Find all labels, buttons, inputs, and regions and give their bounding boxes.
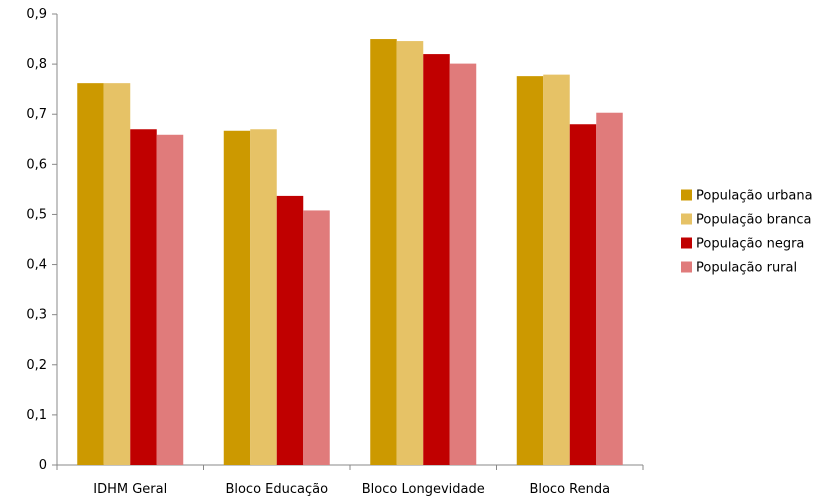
- x-axis: IDHM Geral Bloco Educação Bloco Longevidad…: [56, 464, 644, 497]
- y-tick-label: 0,3: [26, 308, 47, 323]
- y-tick-label: 0,1: [26, 408, 47, 423]
- legend-label: População rural: [696, 261, 797, 276]
- x-category-label: Bloco Renda: [529, 482, 610, 497]
- y-tick-label: 0,8: [26, 57, 47, 72]
- legend-swatch: [681, 189, 692, 201]
- y-tick-label: 0,2: [26, 358, 47, 373]
- y-tick-label: 0,5: [26, 207, 47, 222]
- legend: População urbana População branca Populaçã…: [681, 189, 813, 276]
- bar: [569, 124, 597, 465]
- legend-label: População urbana: [696, 189, 813, 204]
- y-tick-label: 0,7: [26, 107, 47, 122]
- y-tick-label: 0: [39, 458, 47, 473]
- legend-swatch: [681, 237, 692, 249]
- bar: [449, 63, 477, 466]
- legend-swatch: [681, 213, 692, 225]
- legend-label: População branca: [696, 213, 812, 228]
- x-category-label: IDHM Geral: [93, 482, 167, 497]
- y-tick-label: 0,4: [26, 258, 47, 273]
- bar: [396, 41, 424, 466]
- bar: [370, 39, 397, 466]
- bar: [596, 112, 623, 466]
- bar: [130, 129, 157, 465]
- bar: [223, 130, 251, 465]
- y-tick-label: 0,6: [26, 157, 47, 172]
- bar: [543, 74, 570, 465]
- y-tick-label: 0,9: [26, 7, 47, 22]
- bar: [423, 54, 450, 465]
- bar: [303, 210, 330, 465]
- bar: [250, 129, 277, 465]
- legend-swatch: [681, 261, 692, 273]
- x-category-label: Bloco Longevidade: [362, 482, 485, 497]
- bars: [77, 39, 623, 466]
- y-axis: 0 0,1 0,2 0,3 0,4 0,5 0,6 0,7 0,8 0,9: [26, 7, 58, 473]
- bar: [156, 134, 184, 466]
- bar: [77, 83, 104, 466]
- bar: [276, 195, 304, 466]
- legend-label: População negra: [696, 237, 804, 252]
- x-category-label: Bloco Educação: [225, 482, 328, 497]
- bar: [516, 76, 544, 465]
- bar: [103, 83, 131, 466]
